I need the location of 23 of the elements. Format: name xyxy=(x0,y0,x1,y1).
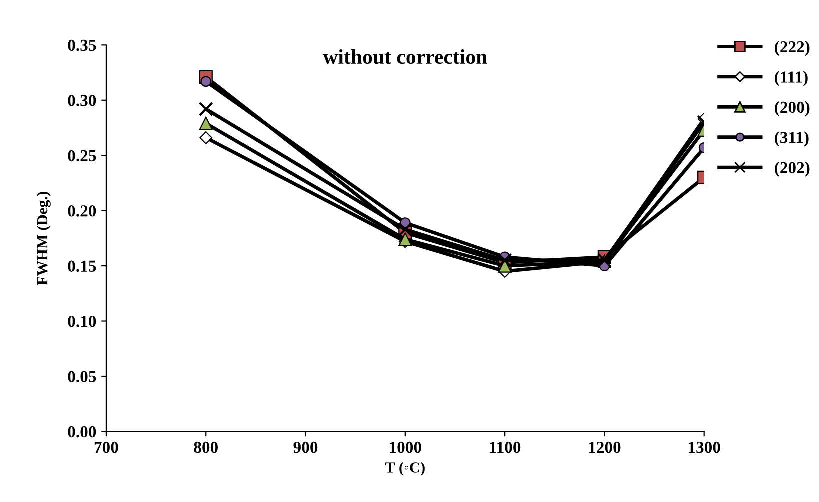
legend-label: (222) xyxy=(775,40,810,56)
y-tick-label: 0.20 xyxy=(68,206,96,217)
y-tick-label: 0.30 xyxy=(68,95,96,106)
legend-label: (202) xyxy=(775,162,810,177)
x-tick-label: 1300 xyxy=(689,442,720,454)
y-axis-title: FWHM (Deg.) xyxy=(36,192,51,286)
y-tick-label: 0.35 xyxy=(68,40,96,52)
x-tick-label: 700 xyxy=(94,442,118,454)
x-tick-label: 1200 xyxy=(589,442,621,454)
x-tick-label: 1000 xyxy=(390,442,422,454)
y-tick-label: 0.00 xyxy=(68,426,96,438)
x-tick-label: 1100 xyxy=(490,442,521,454)
y-tick-label: 0.05 xyxy=(68,371,96,383)
x-tick-label: 800 xyxy=(194,442,218,454)
legend-label: (311) xyxy=(775,132,809,147)
y-tick-label: 0.15 xyxy=(68,260,96,272)
y-tick-label: 0.10 xyxy=(68,316,96,328)
chart-title: without correction xyxy=(323,49,488,64)
legend-label: (111) xyxy=(775,71,808,86)
x-tick-label: 900 xyxy=(294,442,318,454)
y-tick-label: 0.25 xyxy=(68,150,96,162)
legend-label: (200) xyxy=(775,101,810,116)
x-axis-title: T (◦C) xyxy=(385,462,425,476)
